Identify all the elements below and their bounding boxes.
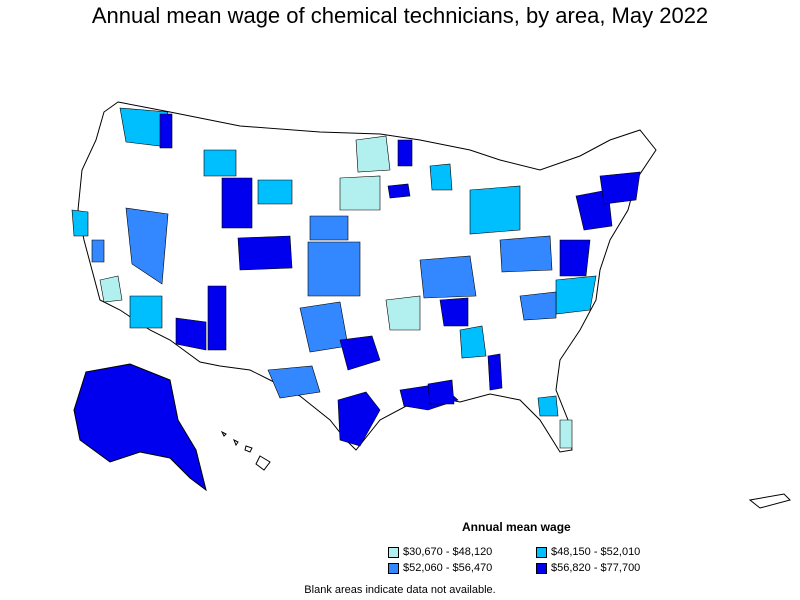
shaded-area bbox=[159, 113, 173, 149]
shaded-area bbox=[99, 275, 123, 303]
shaded-area bbox=[487, 353, 503, 391]
shaded-area bbox=[355, 135, 391, 173]
legend-item: $30,670 - $48,120 bbox=[388, 546, 492, 558]
shaded-area bbox=[427, 379, 455, 405]
shaded-area bbox=[519, 291, 557, 321]
shaded-area bbox=[203, 149, 237, 177]
shaded-area bbox=[499, 235, 553, 273]
shaded-area bbox=[257, 179, 293, 205]
shaded-area bbox=[419, 255, 477, 299]
shaded-area bbox=[125, 207, 169, 285]
legend-label: $56,820 - $77,700 bbox=[551, 562, 641, 574]
shaded-area bbox=[307, 241, 361, 297]
legend-item: $48,150 - $52,010 bbox=[536, 546, 640, 558]
shaded-area bbox=[91, 239, 105, 263]
legend-swatch bbox=[536, 546, 547, 558]
shaded-area bbox=[221, 177, 253, 229]
shaded-area bbox=[129, 295, 163, 329]
map-title: Annual mean wage of chemical technicians… bbox=[91, 3, 709, 28]
shaded-area bbox=[337, 391, 381, 447]
shaded-area bbox=[339, 175, 381, 211]
shaded-area bbox=[537, 395, 559, 417]
blank-areas-note: Blank areas indicate data not available. bbox=[304, 584, 496, 596]
shaded-area bbox=[387, 183, 411, 199]
shaded-area bbox=[71, 209, 89, 237]
shaded-area bbox=[385, 295, 421, 331]
legend-swatch bbox=[388, 562, 399, 574]
shaded-area bbox=[439, 297, 469, 327]
legend-title: Annual mean wage bbox=[462, 520, 571, 534]
shaded-area bbox=[559, 419, 573, 449]
legend-label: $48,150 - $52,010 bbox=[551, 546, 641, 558]
shaded-area bbox=[429, 163, 453, 191]
shaded-area bbox=[309, 215, 349, 241]
shaded-area bbox=[555, 275, 597, 315]
shaded-area bbox=[175, 317, 207, 351]
area-shading-layer bbox=[71, 107, 641, 449]
shaded-area bbox=[559, 239, 591, 277]
legend-item: $52,060 - $56,470 bbox=[388, 562, 492, 574]
shaded-area bbox=[459, 325, 487, 359]
shaded-area bbox=[237, 235, 293, 271]
shaded-area bbox=[397, 139, 413, 167]
shaded-area bbox=[575, 189, 613, 231]
shaded-area bbox=[469, 185, 521, 235]
puerto-rico bbox=[748, 493, 791, 509]
legend-label: $30,670 - $48,120 bbox=[403, 546, 493, 558]
legend-label: $52,060 - $56,470 bbox=[403, 562, 493, 574]
shaded-area bbox=[339, 335, 381, 371]
shaded-area bbox=[599, 171, 641, 205]
legend-swatch bbox=[388, 546, 399, 558]
legend-swatch bbox=[536, 562, 547, 574]
shaded-area bbox=[267, 365, 321, 399]
legend-item: $56,820 - $77,700 bbox=[536, 562, 640, 574]
hawaii-islands bbox=[220, 430, 271, 471]
alaska-outline bbox=[73, 363, 207, 492]
shaded-area bbox=[207, 285, 227, 351]
